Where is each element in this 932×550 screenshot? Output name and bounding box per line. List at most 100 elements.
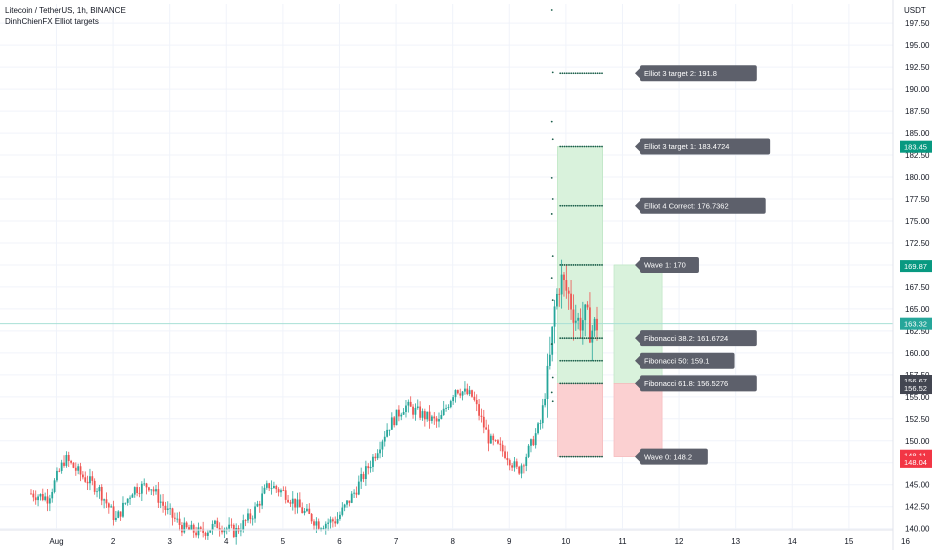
candle-body — [525, 456, 528, 466]
chart-symbol-title[interactable]: Litecoin / TetherUS, 1h, BINANCE — [5, 6, 126, 15]
candle-body — [379, 449, 381, 454]
candle-body — [350, 493, 353, 503]
target-label[interactable]: Fibonacci 61.8: 156.5276 — [635, 375, 757, 392]
target-dot — [598, 145, 601, 148]
candle-body — [530, 439, 532, 446]
target-dot — [592, 455, 595, 458]
candle-body — [32, 493, 35, 498]
target-label[interactable]: Fibonacci 50: 159.1 — [635, 352, 735, 369]
target-dot — [601, 455, 603, 458]
candle-body — [115, 517, 117, 521]
candle-body — [508, 460, 511, 466]
candle-body — [367, 466, 370, 469]
candle-body — [157, 489, 160, 503]
target-dot — [598, 204, 601, 207]
price-tick-label: 152.50 — [905, 415, 930, 424]
indicator-name[interactable]: DinhChienFX Elliot targets — [5, 17, 99, 26]
candle-body — [183, 522, 186, 533]
target-dot — [601, 72, 603, 75]
target-dot — [551, 400, 554, 403]
target-dot — [574, 382, 577, 385]
price-badge-text: 183.45 — [904, 143, 927, 152]
candle-body — [214, 520, 216, 524]
target-dot — [594, 145, 597, 148]
candle-body — [289, 502, 292, 504]
candle-body — [532, 439, 535, 446]
target-dot — [550, 120, 553, 123]
target-label[interactable]: Wave 1: 170 — [635, 256, 699, 273]
candle-body — [464, 388, 466, 392]
target-label-box — [640, 375, 757, 392]
candle-body — [348, 500, 351, 503]
target-label-text: Elliot 3 target 1: 183.4724 — [644, 142, 729, 151]
candle-body — [398, 409, 400, 417]
candle-body — [447, 407, 450, 408]
candle-body — [56, 470, 58, 481]
target-dot — [565, 264, 568, 266]
target-dot — [570, 359, 573, 362]
target-dot — [568, 145, 570, 148]
target-dot — [592, 359, 595, 362]
candle-body — [256, 503, 259, 507]
target-dot — [576, 145, 579, 148]
price-badge-text: 169.87 — [904, 262, 927, 271]
target-dot — [570, 382, 573, 385]
price-tick-label: 187.50 — [905, 107, 930, 116]
candle-body — [452, 397, 455, 402]
target-label[interactable]: Elliot 3 target 2: 191.8 — [635, 65, 757, 82]
target-dot — [563, 72, 566, 75]
target-dot — [570, 145, 573, 148]
candle-body — [412, 406, 414, 415]
target-dot — [596, 145, 599, 148]
target-dot — [576, 382, 579, 385]
candle-body — [515, 461, 518, 467]
candle-body — [70, 460, 72, 463]
target-dot — [565, 204, 568, 207]
candle-body — [199, 527, 202, 529]
price-tick-label: 175.00 — [905, 217, 930, 226]
candle-body — [539, 423, 542, 424]
target-dot — [561, 72, 564, 75]
candle-body — [44, 496, 47, 500]
target-dot — [576, 264, 579, 266]
target-dot — [590, 359, 592, 362]
candle-body — [41, 493, 44, 500]
candle-body — [143, 483, 146, 485]
candle-body — [129, 497, 131, 499]
candle-body — [185, 522, 188, 528]
candle-body — [60, 462, 63, 471]
candle-body — [480, 415, 483, 417]
candle-body — [58, 470, 61, 472]
candle-body — [553, 306, 556, 327]
candle-body — [506, 458, 509, 461]
target-dot — [598, 382, 601, 385]
target-label[interactable]: Wave 0: 148.2 — [635, 448, 708, 465]
candle-body — [541, 405, 544, 424]
target-label-pointer — [635, 68, 640, 79]
target-dot — [550, 343, 553, 345]
candle-body — [65, 454, 68, 466]
candle-body — [461, 391, 464, 396]
target-dot — [601, 204, 603, 207]
target-label[interactable]: Elliot 3 target 1: 183.4724 — [635, 138, 771, 155]
price-axis[interactable]: USDT140.00142.50145.00147.50150.00152.50… — [892, 0, 932, 550]
time-axis[interactable]: Aug 2 3 4 5 6 7 8 9 10 11 12 13 14 15 16 — [0, 529, 910, 546]
candle-body — [567, 290, 570, 294]
candle-body — [164, 505, 167, 510]
target-dot — [598, 264, 601, 266]
candle-body — [497, 440, 499, 444]
target-label[interactable]: Elliot 4 Correct: 176.7362 — [635, 197, 766, 214]
candle-body — [334, 521, 337, 524]
candle-body — [51, 491, 54, 499]
target-dot — [579, 455, 581, 458]
target-label[interactable]: Fibonacci 38.2: 161.6724 — [635, 330, 757, 347]
target-label-text: Elliot 3 target 2: 191.8 — [644, 69, 717, 78]
candle-body — [232, 525, 235, 538]
candle-body — [63, 462, 65, 466]
candle-body — [409, 401, 412, 407]
target-dot — [596, 455, 599, 458]
chart-grid — [0, 4, 906, 530]
target-dot — [572, 145, 575, 148]
candles — [30, 259, 598, 545]
